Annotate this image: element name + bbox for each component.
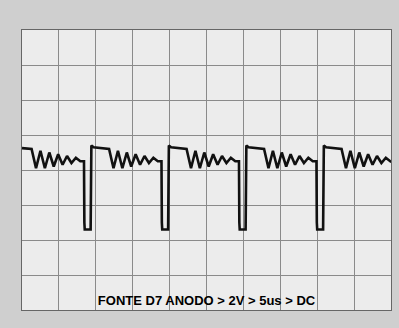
svg-text:FONTE D7 ANODO > 2V > 5us > DC: FONTE D7 ANODO > 2V > 5us > DC <box>98 293 316 308</box>
